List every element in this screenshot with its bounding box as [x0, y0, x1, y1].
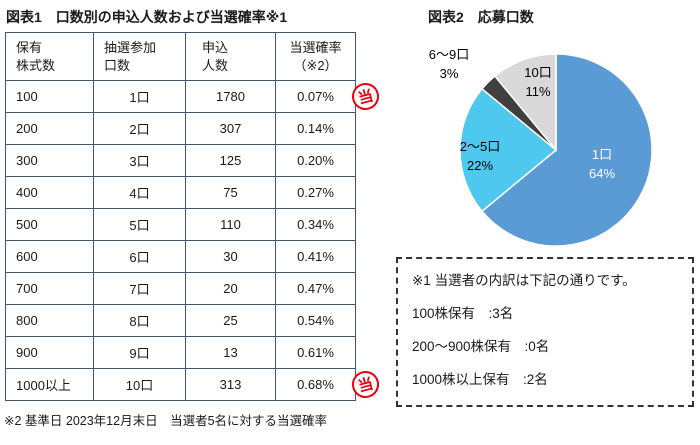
cell-units: 9口: [93, 336, 186, 369]
cell-units: 6口: [93, 240, 186, 273]
col-header-applicants: 申込 人数: [185, 32, 276, 81]
col-header-probability: 当選確率 （※2）: [275, 32, 356, 81]
cell-shares: 600: [5, 240, 94, 273]
cell-units: 2口: [93, 112, 186, 145]
cell-shares: 100: [5, 80, 94, 113]
table-row: 900 9口 13 0.61%: [5, 336, 356, 369]
pie-label-name: 1口: [591, 147, 613, 162]
pie-label-1unit: 1口 64%: [572, 145, 632, 183]
pie-chart: [459, 53, 653, 247]
table-row: 700 7口 20 0.47%: [5, 272, 356, 305]
pie-label-pct: 3%: [439, 66, 459, 81]
cell-probability: 0.07%: [275, 80, 356, 113]
pie-label-pct: 22%: [466, 158, 494, 173]
cell-probability: 0.47%: [275, 272, 356, 305]
cell-applicants: 1780: [185, 80, 276, 113]
pie-title: 図表2 応募口数: [428, 9, 534, 25]
pie-label-10units: 10口 11%: [512, 63, 564, 101]
applicants-table: 保有 株式数 抽選参加 口数 申込 人数 当選確率 （※2） 100 1口 1780 0…: [5, 32, 356, 401]
cell-probability: 0.34%: [275, 208, 356, 241]
cell-units: 5口: [93, 208, 186, 241]
cell-applicants: 13: [185, 336, 276, 369]
cell-applicants: 25: [185, 304, 276, 337]
pie-label-name: 2～5口: [459, 139, 501, 154]
cell-units: 4口: [93, 176, 186, 209]
cell-shares: 400: [5, 176, 94, 209]
cell-shares: 500: [5, 208, 94, 241]
cell-applicants: 75: [185, 176, 276, 209]
pie-slice-10口: [493, 53, 557, 153]
cell-probability: 0.68%: [275, 368, 356, 401]
table-row: 100 1口 1780 0.07%: [5, 80, 356, 113]
table-footnote: ※2 基準日 2023年12月末日 当選者5名に対する当選確率: [4, 414, 328, 428]
cell-shares: 900: [5, 336, 94, 369]
cell-applicants: 20: [185, 272, 276, 305]
cell-probability: 0.41%: [275, 240, 356, 273]
note-box: ※1 当選者の内訳は下記の通りです。 100株保有 :3名 200～900株保有…: [396, 257, 694, 407]
col-header-shares: 保有 株式数: [5, 32, 94, 81]
cell-probability: 0.14%: [275, 112, 356, 145]
cell-shares: 800: [5, 304, 94, 337]
table-header-row: 保有 株式数 抽選参加 口数 申込 人数 当選確率 （※2）: [5, 32, 356, 81]
table-row: 600 6口 30 0.41%: [5, 240, 356, 273]
pie-label-name: 10口: [524, 65, 552, 80]
cell-shares: 1000以上: [5, 368, 94, 401]
note-line: 100株保有 :3名: [412, 306, 514, 321]
cell-applicants: 110: [185, 208, 276, 241]
pie-label-pct: 11%: [525, 84, 551, 99]
pie-label-pct: 64%: [588, 166, 616, 181]
pie-label-name: 6～9口: [428, 47, 470, 62]
pie-label-6to9units: 6～9口 3%: [418, 45, 480, 83]
table-row: 200 2口 307 0.14%: [5, 112, 356, 145]
cell-probability: 0.27%: [275, 176, 356, 209]
pie-label-2to5units: 2～5口 22%: [448, 137, 512, 175]
cell-applicants: 307: [185, 112, 276, 145]
cell-shares: 700: [5, 272, 94, 305]
table-row: 300 3口 125 0.20%: [5, 144, 356, 177]
cell-applicants: 125: [185, 144, 276, 177]
table-row: 1000以上 10口 313 0.68%: [5, 368, 356, 401]
note-line: ※1 当選者の内訳は下記の通りです。: [412, 273, 636, 288]
pie-slice-2～5口: [459, 87, 558, 213]
cell-probability: 0.54%: [275, 304, 356, 337]
cell-units: 1口: [93, 80, 186, 113]
cell-units: 3口: [93, 144, 186, 177]
cell-shares: 300: [5, 144, 94, 177]
table-row: 800 8口 25 0.54%: [5, 304, 356, 337]
table-title: 図表1 口数別の申込人数および当選確率※1: [6, 9, 288, 25]
cell-applicants: 30: [185, 240, 276, 273]
table-row: 400 4口 75 0.27%: [5, 176, 356, 209]
cell-shares: 200: [5, 112, 94, 145]
cell-probability: 0.20%: [275, 144, 356, 177]
col-header-units: 抽選参加 口数: [93, 32, 186, 81]
cell-applicants: 313: [185, 368, 276, 401]
cell-units: 8口: [93, 304, 186, 337]
table-row: 500 5口 110 0.34%: [5, 208, 356, 241]
cell-units: 10口: [93, 368, 186, 401]
pie-slice-1口: [480, 53, 653, 247]
note-line: 1000株以上保有 :2名: [412, 372, 548, 387]
cell-probability: 0.61%: [275, 336, 356, 369]
cell-units: 7口: [93, 272, 186, 305]
note-line: 200～900株保有 :0名: [412, 339, 550, 354]
